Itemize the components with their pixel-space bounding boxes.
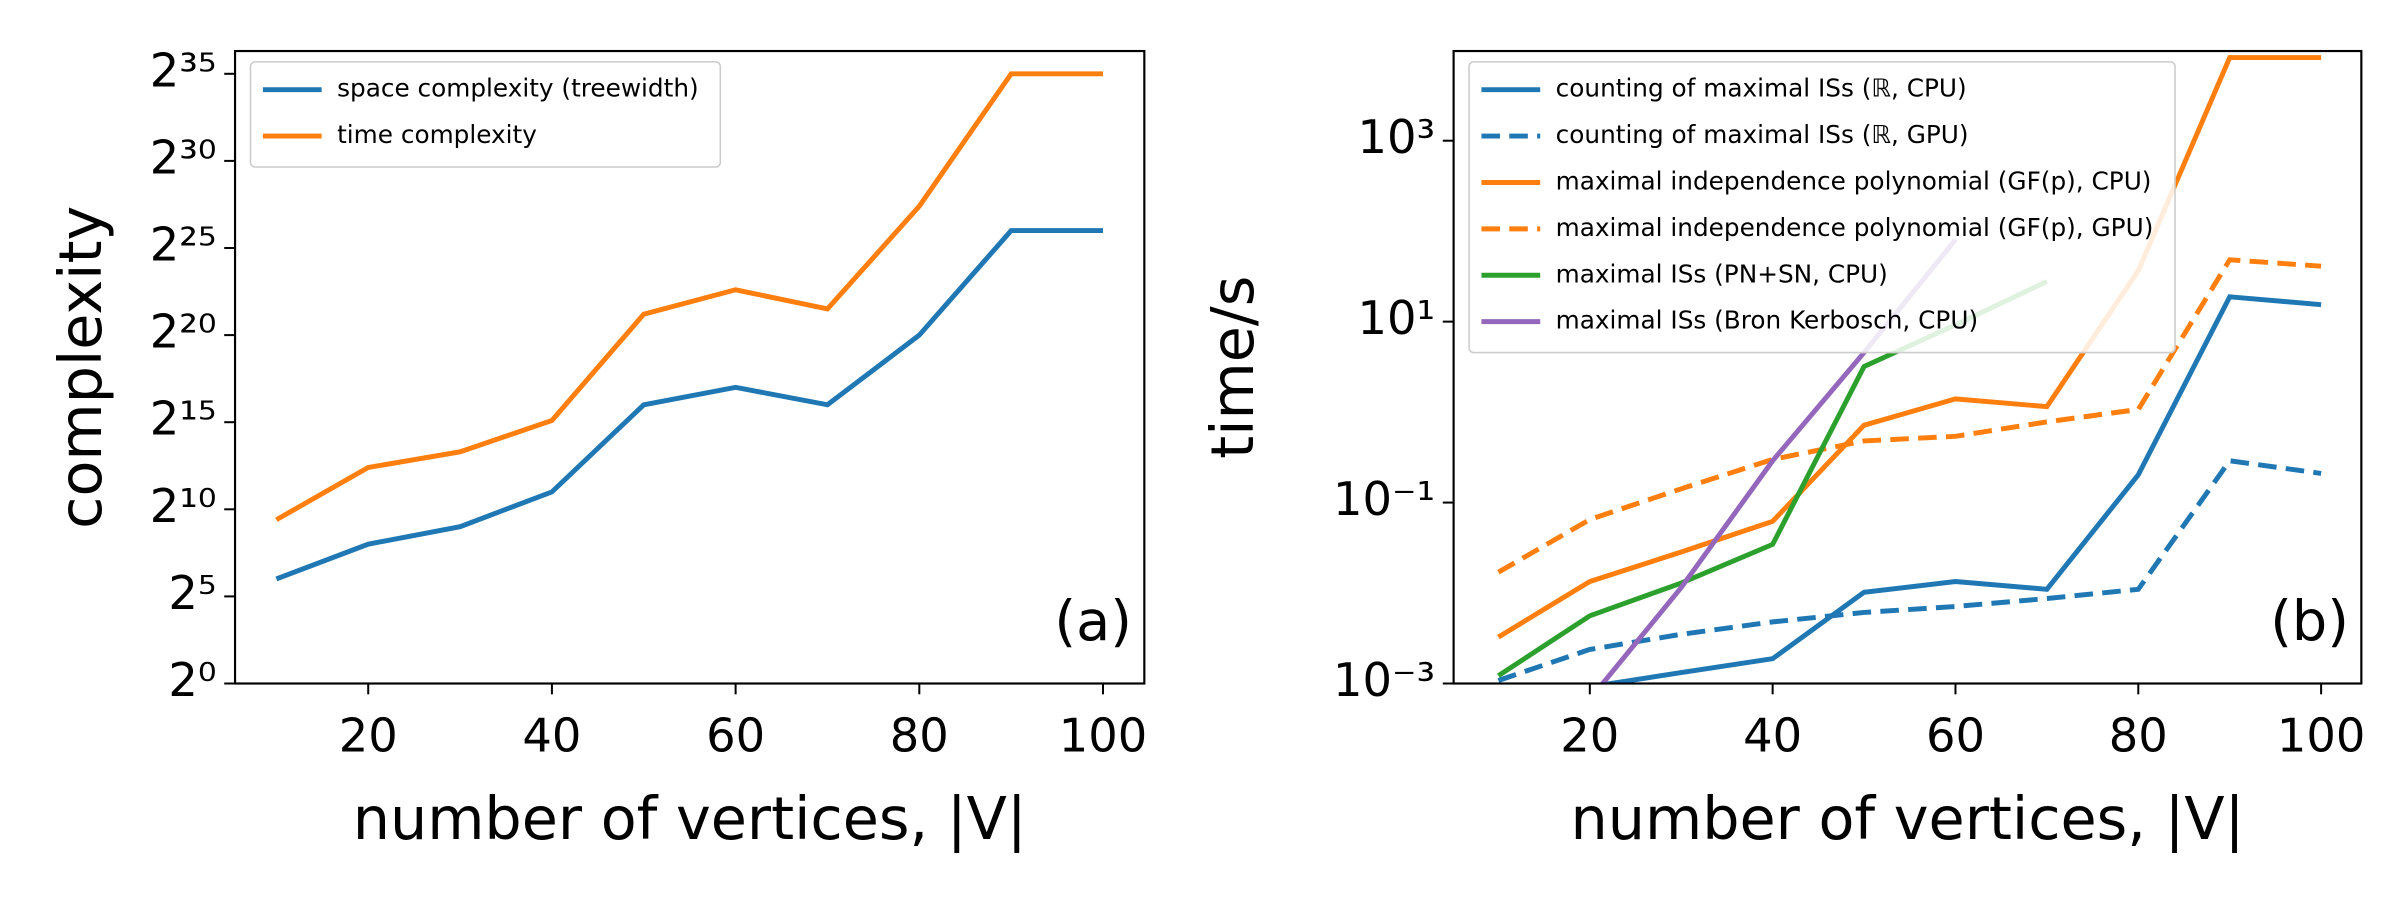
legend-label: space complexity (treewidth) — [337, 74, 699, 103]
y-tick-label: 2⁵ — [168, 566, 216, 620]
x-tick-label: 100 — [1059, 709, 1148, 763]
y-tick-label: 10³ — [1357, 110, 1435, 164]
x-tick-label: 80 — [890, 709, 949, 763]
x-tick-label: 80 — [2109, 709, 2168, 763]
x-axis-label: number of vertices, |V| — [1571, 784, 2245, 853]
legend-label: maximal ISs (Bron Kerbosch, CPU) — [1556, 306, 1978, 335]
axes-frame — [233, 49, 1146, 685]
legend-box — [249, 61, 722, 168]
series-line — [1497, 257, 2322, 575]
plot-lines — [275, 71, 1103, 582]
legend-label: maximal ISs (PN+SN, CPU) — [1556, 259, 1888, 288]
x-tick-label: 60 — [1926, 709, 1985, 763]
x-tick-label: 40 — [522, 709, 581, 763]
annotation: (b) — [2270, 589, 2349, 654]
legend-label: maximal independence polynomial (GF(p), … — [1556, 213, 2154, 242]
y-tick-label: 2¹⁵ — [150, 392, 217, 446]
y-axis-label: complexity — [46, 206, 115, 529]
y-tick-label: 2³⁰ — [150, 130, 217, 184]
series-line — [1497, 55, 2322, 640]
legend-box — [1468, 61, 2176, 354]
x-tick-label: 20 — [1560, 709, 1619, 763]
y-tick-label: 2⁰ — [168, 653, 216, 707]
y-tick-label: 10⁻³ — [1333, 653, 1435, 707]
y-tick-label: 10¹ — [1357, 291, 1435, 345]
y-tick-label: 2³⁵ — [150, 43, 217, 97]
series-line — [275, 71, 1103, 522]
x-tick-label: 60 — [706, 709, 765, 763]
legend-label: counting of maximal ISs (ℝ, GPU) — [1556, 120, 1969, 149]
y-tick-label: 10⁻¹ — [1333, 472, 1435, 526]
y-axis-label: time/s — [1198, 276, 1267, 459]
axes-frame — [1452, 49, 2363, 685]
series-line — [1594, 294, 2322, 684]
legend-label: counting of maximal ISs (ℝ, CPU) — [1556, 74, 1967, 103]
x-tick-label: 100 — [2277, 709, 2366, 763]
y-tick-label: 2²⁵ — [150, 217, 217, 271]
x-tick-label: 20 — [339, 709, 398, 763]
y-tick-label: 2¹⁰ — [150, 479, 217, 533]
annotation: (a) — [1054, 589, 1132, 654]
series-line — [275, 228, 1103, 582]
x-axis-label: number of vertices, |V| — [353, 784, 1027, 853]
legend-label: time complexity — [337, 120, 537, 149]
y-tick-label: 2²⁰ — [150, 305, 217, 359]
x-tick-label: 40 — [1743, 709, 1802, 763]
legend-label: maximal independence polynomial (GF(p), … — [1556, 166, 2152, 195]
